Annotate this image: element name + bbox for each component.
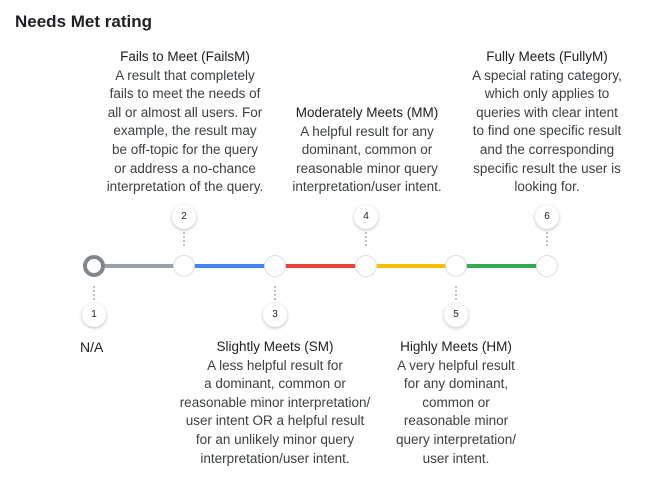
slightly-line: for an unlikely minor query	[195, 431, 355, 447]
track-segment-blue	[184, 264, 275, 268]
fails-to-meet-description: Fails to Meet (FailsM) A result that com…	[102, 48, 268, 197]
slightly-line: user intent OR a helpful result	[185, 413, 365, 429]
fully-line: looking for.	[514, 179, 580, 195]
fails-line: or address a no-chance	[114, 160, 256, 176]
na-label: N/A	[80, 339, 104, 355]
fully-line: A special rating category,	[472, 67, 622, 83]
slightly-line: interpretation/user intent.	[200, 450, 350, 466]
slightly-meets-description: Slightly Meets (SM) A less helpful resul…	[178, 338, 372, 468]
marker-4: 4	[354, 205, 378, 229]
fails-line: be off-topic for the query	[111, 141, 259, 157]
moderately-line: A helpful result for any	[300, 123, 434, 139]
moderately-line: reasonable minor query	[296, 160, 438, 176]
connector-6	[546, 232, 548, 248]
track-segment-red	[275, 264, 366, 268]
fails-line: all or almost all users. For	[107, 104, 263, 120]
fully-line: to find one specific result	[472, 123, 622, 139]
slightly-line: reasonable minor interpretation/	[179, 394, 371, 410]
fails-to-meet-heading: Fails to Meet (FailsM)	[120, 49, 250, 64]
moderately-line: interpretation/user intent.	[292, 179, 442, 195]
fully-line: specific result the user is	[473, 160, 621, 176]
track-segment-green	[456, 264, 547, 268]
node-3	[265, 256, 285, 276]
marker-6: 6	[535, 205, 559, 229]
track-segment-gray	[94, 264, 184, 268]
fails-line: fails to meet the needs of	[109, 86, 261, 102]
marker-5: 5	[444, 303, 468, 327]
highly-meets-heading: Highly Meets (HM)	[400, 339, 512, 354]
fully-line: which only applies to	[484, 86, 610, 102]
connector-5	[455, 286, 457, 302]
marker-1: 1	[82, 303, 106, 327]
fully-meets-heading: Fully Meets (FullyM)	[486, 49, 608, 64]
node-2	[174, 256, 194, 276]
node-6	[537, 256, 557, 276]
marker-3: 3	[263, 303, 287, 327]
slightly-line: A less helpful result for	[207, 357, 343, 373]
fully-line: and the corresponding	[479, 141, 615, 157]
highly-line: A very helpful result	[397, 357, 515, 373]
marker-2: 2	[172, 205, 196, 229]
connector-2	[183, 232, 185, 248]
highly-line: user intent.	[422, 450, 490, 466]
fails-line: interpretation of the query.	[106, 179, 264, 195]
connector-1	[93, 286, 95, 302]
moderately-line: dominant, common or	[301, 142, 433, 158]
slightly-meets-heading: Slightly Meets (SM)	[216, 339, 334, 354]
connector-3	[274, 286, 276, 302]
highly-line: for any dominant,	[403, 376, 509, 392]
highly-meets-description: Highly Meets (HM) A very helpful result …	[378, 338, 534, 468]
page-title: Needs Met rating	[15, 12, 152, 31]
connector-4	[365, 232, 367, 248]
fully-line: queries with clear intent	[476, 104, 618, 120]
highly-line: reasonable minor	[403, 413, 509, 429]
moderately-meets-description: Moderately Meets (MM) A helpful result f…	[284, 104, 450, 197]
node-5	[446, 256, 466, 276]
moderately-meets-heading: Moderately Meets (MM)	[295, 105, 439, 120]
fails-line: A result that completely	[115, 67, 255, 83]
highly-line: common or	[422, 394, 490, 410]
highly-line: query interpretation/	[395, 431, 517, 447]
start-node	[83, 255, 105, 277]
fails-line: example, the result may	[113, 123, 257, 139]
node-4	[356, 256, 376, 276]
slightly-line: a dominant, common or	[204, 376, 346, 392]
fully-meets-description: Fully Meets (FullyM) A special rating ca…	[464, 48, 630, 197]
track-segment-yellow	[366, 264, 456, 268]
